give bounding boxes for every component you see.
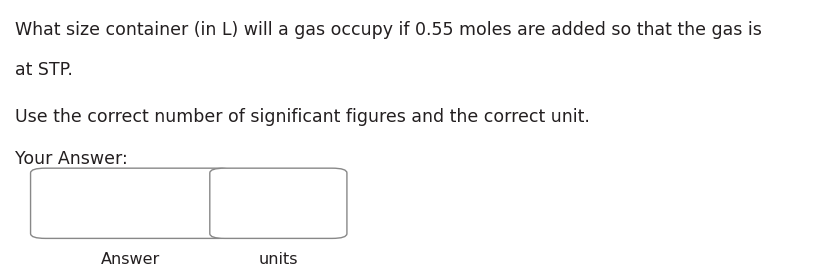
FancyBboxPatch shape <box>31 168 234 238</box>
Text: at STP.: at STP. <box>15 61 73 79</box>
Text: units: units <box>259 252 298 264</box>
Text: What size container (in L) will a gas occupy if 0.55 moles are added so that the: What size container (in L) will a gas oc… <box>15 21 762 39</box>
Text: Use the correct number of significant figures and the correct unit.: Use the correct number of significant fi… <box>15 108 590 126</box>
FancyBboxPatch shape <box>210 168 347 238</box>
Text: Answer: Answer <box>101 252 160 264</box>
Text: Your Answer:: Your Answer: <box>15 150 128 168</box>
